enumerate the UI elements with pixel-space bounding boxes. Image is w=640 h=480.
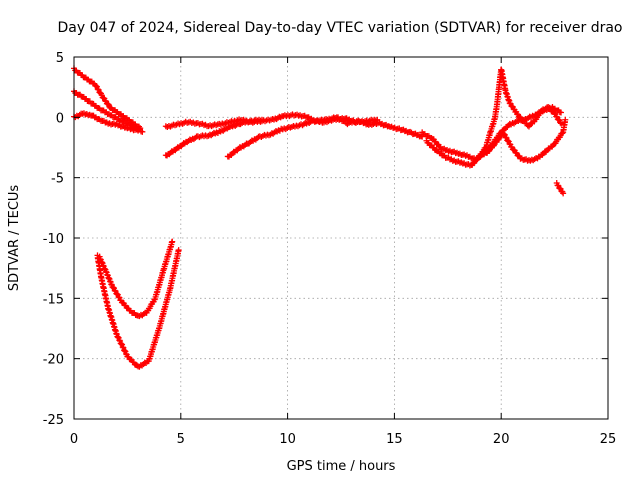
axis-ticks: 0 5 10 15 20 25 -25 -20 -15 -10 -5 0 5 [43,51,617,447]
y-tick-label: -15 [43,292,64,307]
series-track-i [483,116,569,164]
data-point-marker [482,144,489,151]
series-track-c [71,110,142,134]
data-point-marker [221,126,228,133]
y-tick-label: 5 [56,51,64,66]
data-point-marker [558,120,565,127]
data-point-marker [105,111,112,118]
data-point-marker [558,109,565,116]
data-point-marker [121,347,128,354]
data-point-marker [175,247,182,254]
x-tick-label: 25 [600,432,617,447]
data-point-marker [135,127,142,134]
x-tick-label: 20 [493,432,510,447]
y-tick-label: -25 [43,413,64,428]
y-tick-label: -20 [43,353,64,368]
x-tick-label: 10 [279,432,296,447]
data-point-marker [114,333,121,340]
x-tick-label: 15 [386,432,403,447]
data-point-marker [117,340,124,347]
data-point-marker [94,86,101,93]
data-point-marker [115,334,122,341]
data-point-marker [123,350,130,357]
y-tick-label: -5 [51,172,64,187]
series-track-a [71,65,144,132]
data-point-marker [118,341,125,348]
x-axis-label: GPS time / hours [287,459,396,474]
data-point-marker [119,344,126,351]
chart-title: Day 047 of 2024, Sidereal Day-to-day VTE… [57,20,622,36]
data-point-marker [169,238,176,245]
data-point-marker [271,129,278,136]
series-track-f [224,115,381,160]
data-point-marker [185,137,192,144]
data-point-marker [560,190,567,197]
data-point-marker [188,137,195,144]
data-point-marker [93,83,100,90]
data-point-marker [277,114,284,121]
data-point-marker [374,116,381,123]
data-point-marker [139,128,146,135]
data-point-marker [559,130,566,137]
data-point-marker [274,128,281,135]
series-track-j [553,180,567,197]
data-point-marker [121,347,128,354]
data-marks [71,65,569,370]
series-arc-lower [94,247,182,370]
data-point-marker [562,116,569,123]
data-point-marker [116,337,123,344]
x-tick-label: 5 [177,432,185,447]
series-track-h [423,66,565,169]
x-tick-label: 0 [70,432,78,447]
data-point-marker [267,131,274,138]
y-tick-label: 0 [56,111,64,126]
y-axis-label: SDTVAR / TECUs [7,185,22,292]
y-tick-label: -10 [43,232,64,247]
grid-lines [74,57,608,419]
data-point-marker [217,128,224,135]
